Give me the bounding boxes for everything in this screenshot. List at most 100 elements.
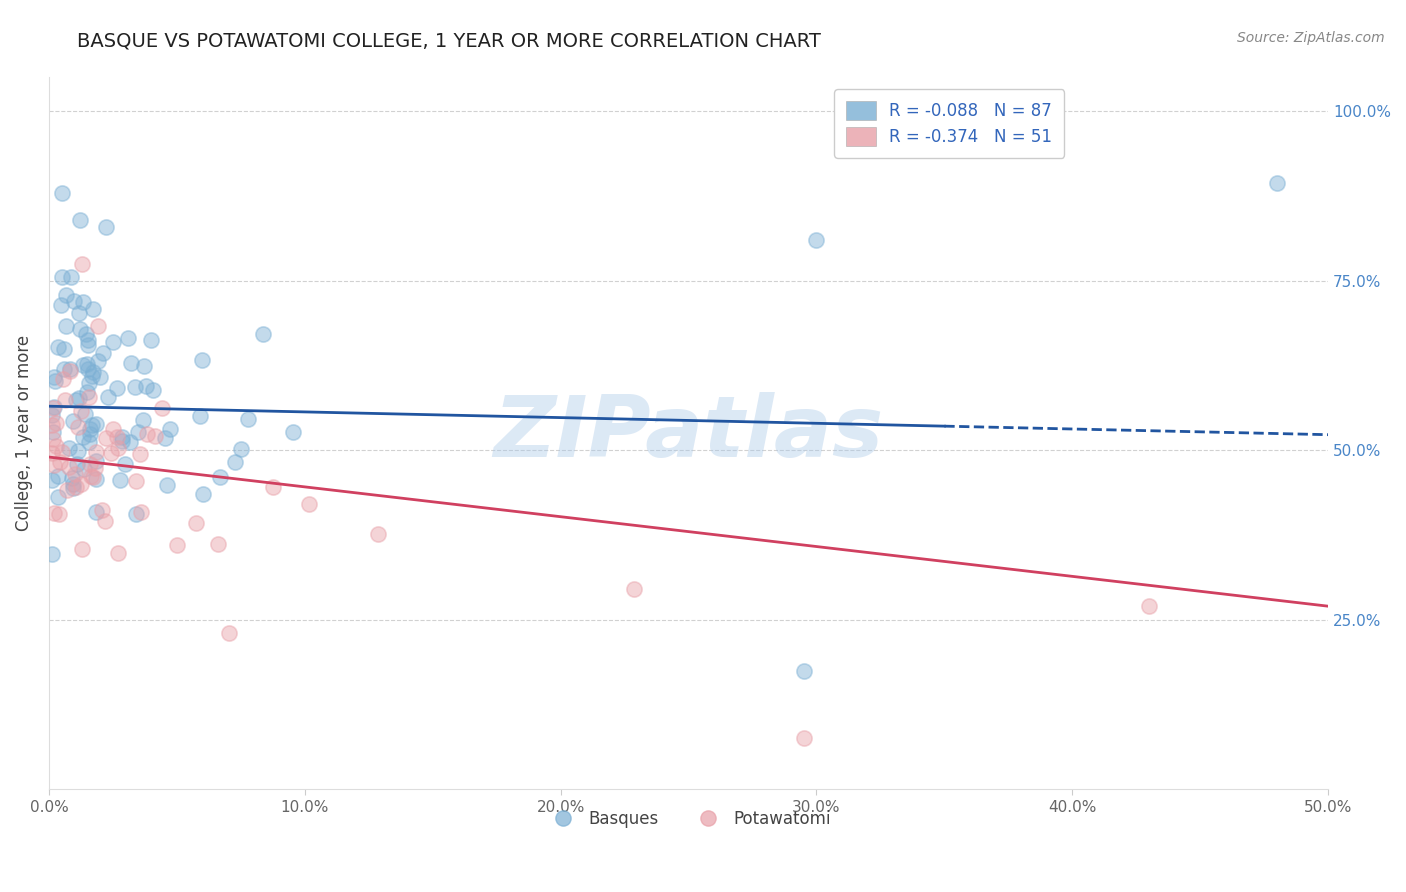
Point — [252, 326, 274, 341]
Point — [70, 257, 93, 271]
Point — [41, 408, 63, 422]
Point — [67, 306, 90, 320]
Point — [136, 427, 159, 442]
Point — [60, 471, 83, 485]
Point — [135, 379, 157, 393]
Point — [124, 380, 146, 394]
Text: Source: ZipAtlas.com: Source: ZipAtlas.com — [1237, 31, 1385, 45]
Point — [86, 417, 108, 431]
Point — [1137, 599, 1160, 614]
Point — [125, 475, 148, 489]
Point — [77, 338, 100, 352]
Point — [44, 374, 66, 388]
Point — [51, 186, 73, 200]
Point — [53, 393, 76, 408]
Point — [82, 470, 104, 484]
Point — [55, 318, 77, 333]
Legend: Basques, Potawatomi: Basques, Potawatomi — [540, 803, 838, 834]
Point — [79, 376, 101, 390]
Point — [79, 457, 101, 471]
Point — [298, 497, 321, 511]
Point — [262, 480, 284, 494]
Point — [67, 443, 90, 458]
Point — [66, 420, 89, 434]
Point — [86, 454, 108, 468]
Point — [42, 425, 65, 440]
Point — [124, 507, 146, 521]
Point — [70, 541, 93, 556]
Point — [82, 369, 104, 384]
Point — [48, 455, 70, 469]
Point — [155, 431, 177, 445]
Point — [139, 333, 162, 347]
Point — [218, 626, 240, 640]
Point — [41, 547, 63, 561]
Point — [84, 505, 107, 519]
Point — [117, 331, 139, 345]
Point — [44, 458, 66, 472]
Point — [41, 401, 63, 415]
Point — [45, 416, 67, 430]
Point — [75, 326, 97, 341]
Point — [367, 527, 389, 541]
Point — [96, 431, 118, 445]
Point — [190, 409, 212, 424]
Point — [55, 483, 77, 498]
Point — [79, 422, 101, 436]
Text: ZIPatlas: ZIPatlas — [494, 392, 884, 475]
Point — [62, 414, 84, 428]
Point — [66, 457, 89, 471]
Point — [142, 383, 165, 397]
Point — [129, 505, 152, 519]
Point — [111, 434, 134, 449]
Point — [59, 362, 82, 376]
Point — [69, 404, 91, 418]
Point — [42, 400, 65, 414]
Point — [58, 460, 80, 475]
Point — [166, 538, 188, 552]
Point — [108, 473, 131, 487]
Point — [55, 288, 77, 302]
Point — [41, 417, 63, 432]
Point — [129, 447, 152, 461]
Point — [58, 441, 80, 455]
Point — [150, 401, 173, 416]
Point — [209, 469, 232, 483]
Point — [84, 461, 107, 475]
Point — [207, 537, 229, 551]
Point — [72, 295, 94, 310]
Point — [103, 334, 125, 349]
Point — [62, 476, 84, 491]
Point — [97, 391, 120, 405]
Point — [84, 445, 107, 459]
Point — [236, 412, 259, 426]
Point — [80, 469, 103, 483]
Y-axis label: College, 1 year or more: College, 1 year or more — [15, 335, 32, 532]
Point — [76, 357, 98, 371]
Point — [114, 457, 136, 471]
Point — [52, 362, 75, 376]
Point — [42, 507, 65, 521]
Point — [46, 490, 69, 504]
Point — [41, 446, 63, 460]
Point — [191, 487, 214, 501]
Point — [63, 467, 86, 481]
Point — [48, 340, 70, 354]
Point — [186, 516, 208, 530]
Point — [72, 358, 94, 372]
Point — [806, 233, 828, 247]
Point — [63, 293, 86, 308]
Point — [93, 345, 115, 359]
Point — [623, 582, 645, 596]
Point — [73, 462, 96, 476]
Point — [76, 362, 98, 376]
Point — [229, 442, 252, 457]
Point — [127, 425, 149, 440]
Point — [80, 418, 103, 433]
Point — [67, 391, 90, 405]
Point — [793, 731, 815, 746]
Point — [51, 270, 73, 285]
Point — [65, 480, 87, 494]
Point — [41, 473, 63, 487]
Point — [59, 364, 82, 378]
